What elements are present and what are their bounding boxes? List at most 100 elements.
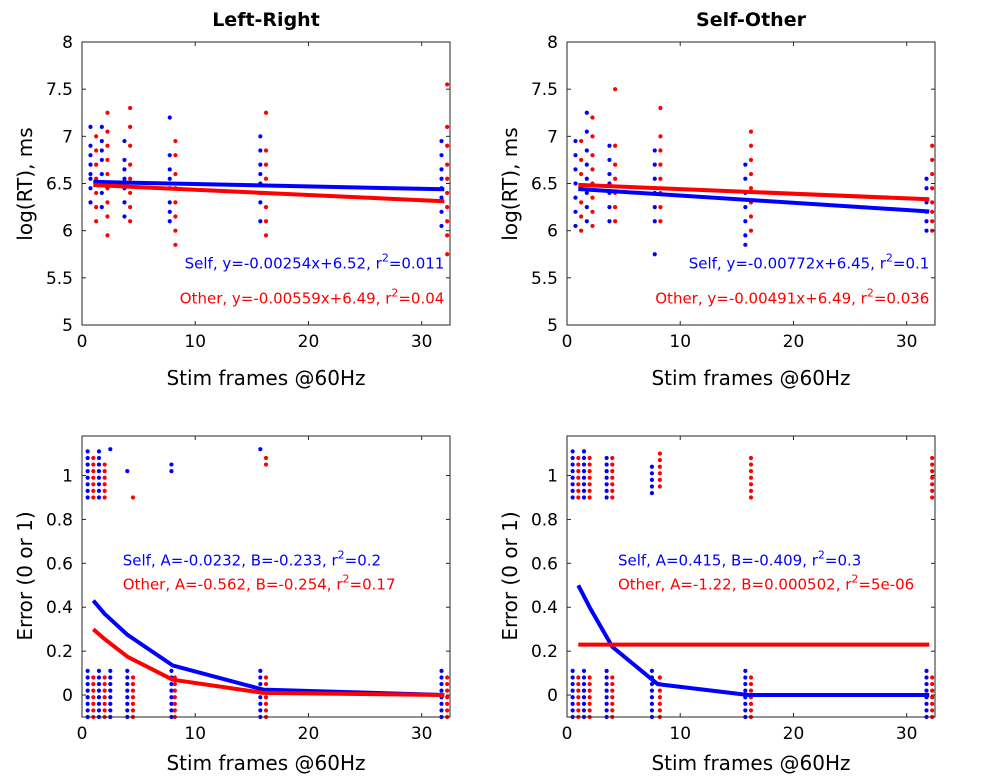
data-point — [924, 668, 929, 673]
data-point — [125, 469, 130, 474]
data-point — [94, 204, 99, 210]
data-point — [96, 475, 102, 480]
data-point — [570, 681, 575, 687]
y-tick-label: 0.6 — [46, 554, 73, 574]
data-point — [263, 675, 269, 680]
fit-annotation: Self, A=0.415, B=-0.409, r2=0.3 — [618, 549, 861, 570]
data-point — [610, 455, 615, 461]
y-tick-label: 0.4 — [46, 598, 73, 618]
data-point — [924, 228, 929, 233]
data-point — [607, 157, 612, 163]
data-point — [748, 701, 754, 706]
data-point — [102, 701, 107, 706]
data-point — [91, 681, 96, 687]
data-point — [587, 681, 592, 687]
data-point — [167, 167, 172, 172]
y-tick-label: 1 — [547, 467, 558, 487]
data-point — [930, 200, 935, 205]
data-point — [263, 701, 269, 706]
data-point — [85, 681, 90, 687]
data-point — [743, 176, 748, 181]
data-point — [576, 482, 581, 487]
x-tick-label: 20 — [298, 724, 320, 744]
data-point — [263, 110, 269, 115]
data-point — [930, 219, 935, 224]
data-point — [658, 134, 663, 139]
data-point — [85, 462, 90, 467]
data-point — [587, 455, 592, 461]
data-point — [263, 176, 269, 181]
data-point — [445, 701, 450, 706]
data-point — [130, 701, 136, 706]
fit-line-self — [91, 599, 445, 697]
data-point — [439, 138, 444, 144]
data-point — [122, 200, 127, 205]
data-point — [743, 233, 748, 238]
data-point — [105, 143, 110, 148]
data-point — [573, 209, 578, 214]
axes-frame — [566, 41, 936, 326]
data-point — [96, 681, 102, 687]
data-point — [99, 171, 104, 177]
x-axis-label: Stim frames @60Hz — [166, 366, 365, 390]
data-point — [445, 82, 450, 87]
fit-line-other — [578, 182, 930, 202]
data-point — [125, 688, 130, 693]
data-point — [748, 475, 754, 480]
data-point — [570, 688, 575, 693]
data-point — [581, 708, 587, 713]
data-point — [445, 233, 450, 238]
data-point — [930, 209, 935, 214]
data-point — [658, 219, 663, 224]
data-point — [581, 668, 587, 673]
data-point — [649, 490, 655, 496]
panel-self-other-rt: Self-Other 0 10 20 30 5 5.5 6 6.5 7 7.5 8 Self, y=… — [498, 9, 936, 390]
data-point — [445, 190, 450, 196]
data-point — [581, 469, 587, 474]
data-point — [610, 482, 615, 487]
data-point — [607, 171, 612, 177]
data-point — [658, 148, 663, 153]
data-point — [102, 675, 107, 680]
y-tick-label: 7 — [62, 127, 73, 147]
data-point — [924, 219, 929, 224]
axes-frame — [81, 435, 451, 718]
data-point — [748, 171, 754, 177]
data-point — [587, 469, 592, 474]
data-point — [610, 495, 615, 500]
data-point — [263, 695, 269, 700]
panel-left-right-rt: Left-Right 0 10 20 30 5 5.5 6 6.5 7 7.5 8 Self, y=… — [13, 9, 451, 390]
axes-frame — [566, 435, 936, 718]
data-point — [99, 138, 104, 144]
data-point — [652, 176, 657, 181]
data-point — [652, 162, 657, 167]
data-point — [930, 171, 935, 177]
annotations: Self, A=0.415, B=-0.409, r2=0.3 Other, A=… — [618, 549, 914, 594]
data-point — [570, 668, 575, 673]
data-point — [581, 681, 587, 687]
data-point — [128, 143, 133, 148]
data-point — [445, 681, 450, 687]
x-tick-label: 30 — [896, 724, 918, 744]
fit-line-other — [93, 183, 445, 204]
data-point — [173, 153, 178, 158]
data-point — [173, 228, 178, 233]
data-point — [125, 701, 130, 706]
data-point — [607, 143, 612, 148]
data-point — [258, 447, 263, 452]
data-point — [604, 675, 609, 680]
data-point — [590, 223, 595, 229]
data-point — [930, 675, 935, 680]
data-point — [584, 176, 589, 181]
data-point — [576, 488, 581, 493]
data-point — [88, 143, 93, 148]
data-point — [258, 171, 263, 177]
data-point — [263, 681, 269, 687]
data-point — [930, 186, 935, 191]
data-point — [122, 157, 127, 163]
data-point — [657, 471, 662, 476]
data-point — [579, 157, 584, 163]
data-point — [91, 688, 96, 693]
data-point — [128, 219, 133, 224]
data-point — [657, 464, 662, 469]
